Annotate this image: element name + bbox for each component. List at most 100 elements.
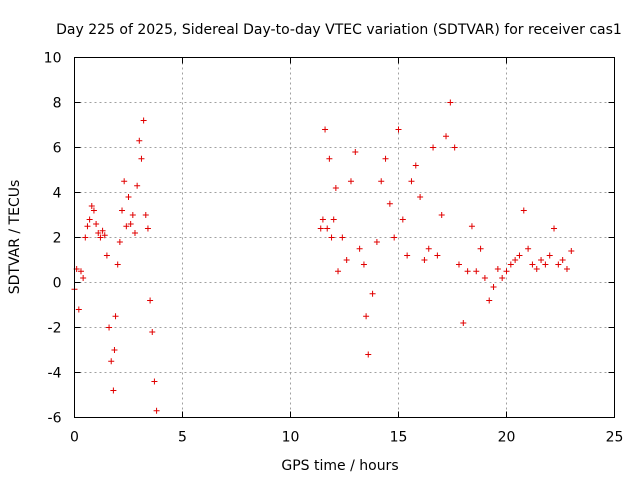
data-point [106, 324, 113, 331]
data-point [551, 225, 558, 232]
data-point [138, 155, 145, 162]
data-point [555, 261, 562, 268]
data-point [529, 261, 536, 268]
x-tick-label-0: 0 [70, 430, 79, 446]
data-point [430, 144, 437, 151]
data-point [412, 162, 419, 169]
data-point [425, 245, 432, 252]
data-point [127, 221, 134, 227]
data-point [447, 99, 454, 106]
data-point [131, 230, 138, 236]
chart-title: Day 225 of 2025, Sidereal Day-to-day VTE… [56, 22, 622, 38]
data-point [538, 257, 545, 263]
data-point [151, 378, 158, 385]
data-point [335, 268, 342, 275]
data-point [153, 407, 160, 414]
data-point [101, 232, 108, 239]
data-point [468, 223, 475, 230]
data-point [129, 212, 136, 218]
data-point [140, 117, 147, 124]
data-point [365, 351, 372, 358]
data-point [417, 194, 424, 200]
data-point [99, 227, 106, 234]
data-point [97, 234, 104, 241]
data-point [119, 207, 126, 214]
data-point [382, 155, 389, 162]
data-point [490, 284, 497, 290]
data-point [136, 137, 143, 144]
data-point [142, 212, 149, 218]
grid-lines [74, 57, 615, 418]
data-point [503, 268, 510, 275]
data-point [134, 182, 141, 189]
data-point [112, 313, 119, 320]
data-point [369, 290, 376, 297]
data-point [121, 178, 128, 185]
y-tick-label-3: 0 [53, 276, 62, 292]
data-point [378, 178, 385, 185]
data-point [93, 221, 100, 227]
x-tick-label-4: 20 [498, 430, 516, 446]
data-points [71, 99, 575, 414]
y-tick-label-4: 2 [53, 231, 62, 247]
data-point [114, 261, 121, 268]
data-point [328, 234, 335, 241]
x-axis-label: GPS time / hours [281, 458, 398, 474]
data-point [494, 266, 501, 272]
y-tick-label-1: -4 [48, 366, 62, 382]
data-point [399, 216, 406, 223]
y-tick-label-5: 4 [53, 186, 62, 202]
data-point [542, 261, 549, 268]
data-point [125, 194, 132, 200]
data-point [82, 234, 89, 241]
data-point [80, 275, 87, 281]
data-point [408, 178, 415, 185]
data-point [486, 297, 493, 304]
data-point [147, 297, 154, 304]
data-point [516, 252, 523, 259]
data-point [75, 306, 82, 313]
data-point [339, 234, 346, 241]
data-point [144, 225, 151, 232]
data-point [326, 155, 333, 162]
data-point [525, 245, 532, 252]
data-point [356, 245, 363, 252]
data-point [473, 268, 480, 275]
data-point [149, 329, 156, 335]
data-point [460, 320, 467, 326]
data-point [455, 261, 462, 268]
data-point [499, 275, 506, 281]
data-point [343, 257, 350, 263]
x-tick-label-2: 10 [282, 430, 300, 446]
data-point [347, 178, 354, 185]
data-point [391, 234, 398, 241]
data-point [330, 216, 337, 223]
data-point [84, 223, 91, 230]
data-point [451, 144, 458, 151]
data-point [373, 239, 380, 245]
data-point [111, 347, 118, 353]
data-point [512, 257, 519, 263]
data-point [360, 261, 367, 268]
data-point [386, 200, 393, 207]
data-point [477, 245, 484, 252]
data-point [404, 252, 411, 259]
data-point [434, 252, 441, 259]
data-point [332, 185, 339, 191]
x-tick-label-5: 25 [606, 430, 624, 446]
data-point [88, 203, 95, 209]
data-point [86, 216, 93, 223]
data-point [563, 266, 570, 272]
y-tick-label-7: 8 [53, 96, 62, 112]
data-point [464, 268, 471, 275]
data-point [443, 133, 450, 140]
data-point [123, 223, 130, 230]
data-point [103, 252, 110, 259]
data-point [520, 207, 527, 214]
data-point [116, 239, 123, 245]
data-point [77, 268, 84, 275]
data-point [324, 225, 331, 232]
data-point [110, 387, 117, 394]
data-point [108, 358, 115, 365]
data-point [95, 230, 102, 236]
